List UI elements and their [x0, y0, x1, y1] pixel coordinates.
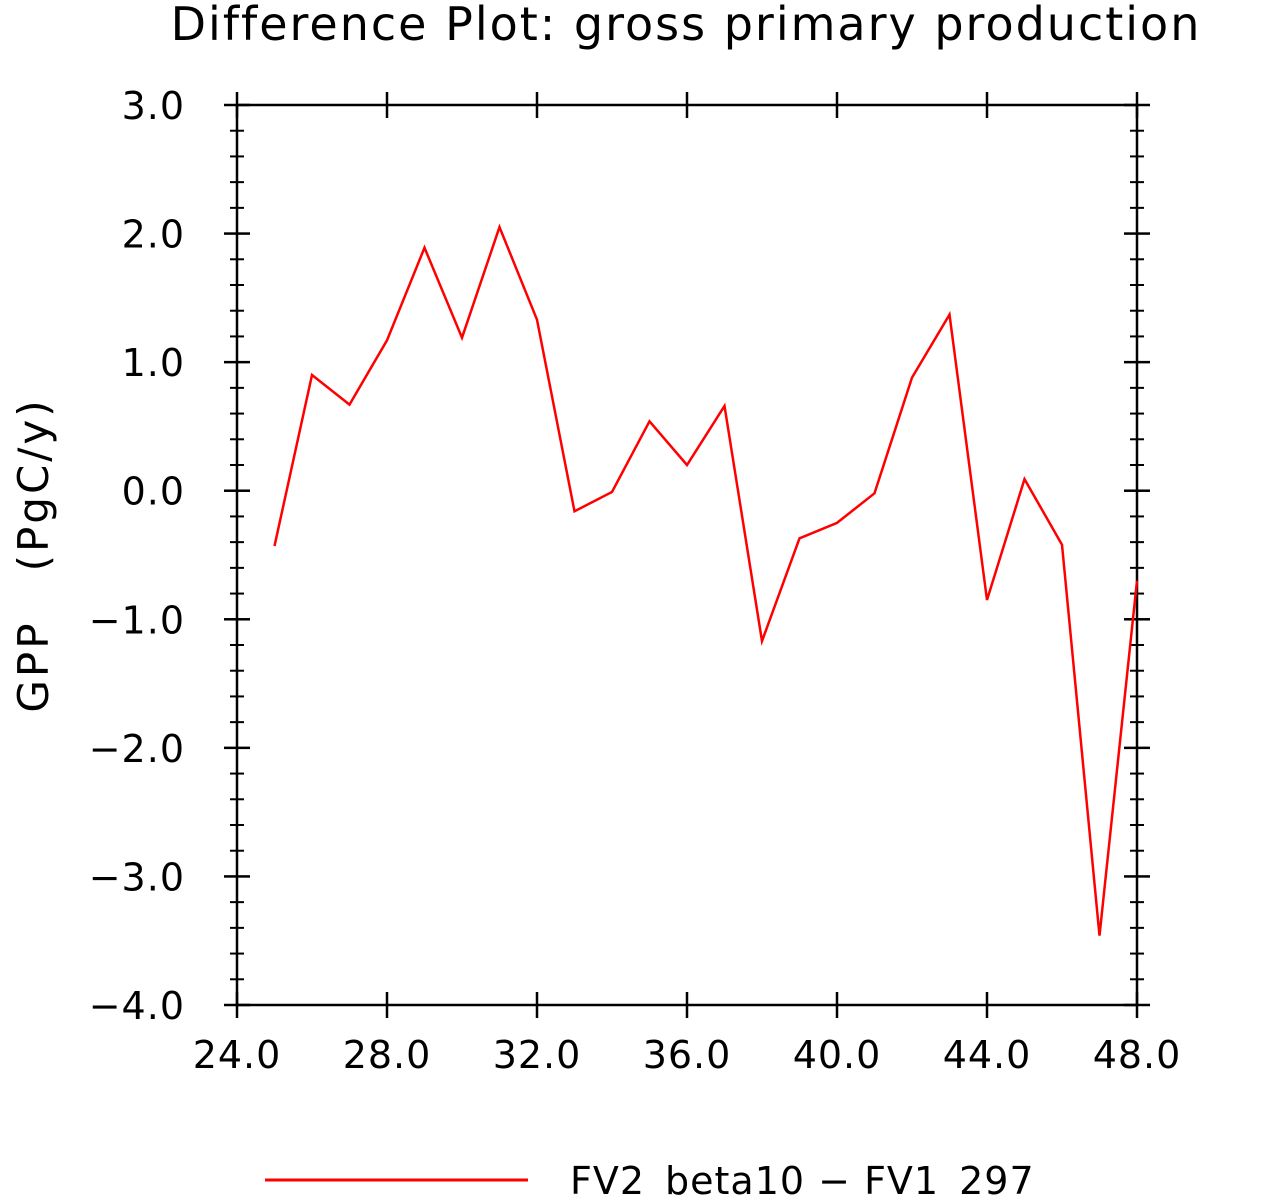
y-tick-label: −3.0 — [89, 855, 185, 899]
y-tick-label: 1.0 — [122, 341, 185, 385]
y-tick-label: −4.0 — [89, 984, 185, 1028]
x-tick-label: 40.0 — [793, 1033, 882, 1077]
y-axis-label: GPP (PgC/y) — [9, 397, 58, 712]
series-line-0 — [273, 223, 1139, 936]
x-tick-label: 48.0 — [1093, 1033, 1182, 1077]
y-tick-label: −1.0 — [89, 598, 185, 642]
y-tick-label: 2.0 — [122, 213, 185, 257]
legend-label: FV2_beta10 − FV1_297 — [570, 1159, 1035, 1200]
y-tick-label: 0.0 — [122, 470, 185, 514]
legend: FV2_beta10 − FV1_297 — [265, 1159, 1035, 1200]
chart-title: Difference Plot: gross primary productio… — [171, 0, 1202, 51]
x-tick-label: 32.0 — [493, 1033, 582, 1077]
x-tick-label: 24.0 — [193, 1033, 282, 1077]
y-tick-label: −2.0 — [89, 727, 185, 771]
x-tick-label: 44.0 — [943, 1033, 1032, 1077]
x-tick-label: 28.0 — [343, 1033, 432, 1077]
y-tick-label: 3.0 — [122, 84, 185, 128]
data-series — [273, 223, 1139, 936]
plot-axes: 24.0 28.0 32.0 36.0 40.0 44.0 48.0 −4.0 −3.0 −2.0… — [89, 84, 1182, 1077]
x-tick-label: 36.0 — [643, 1033, 732, 1077]
